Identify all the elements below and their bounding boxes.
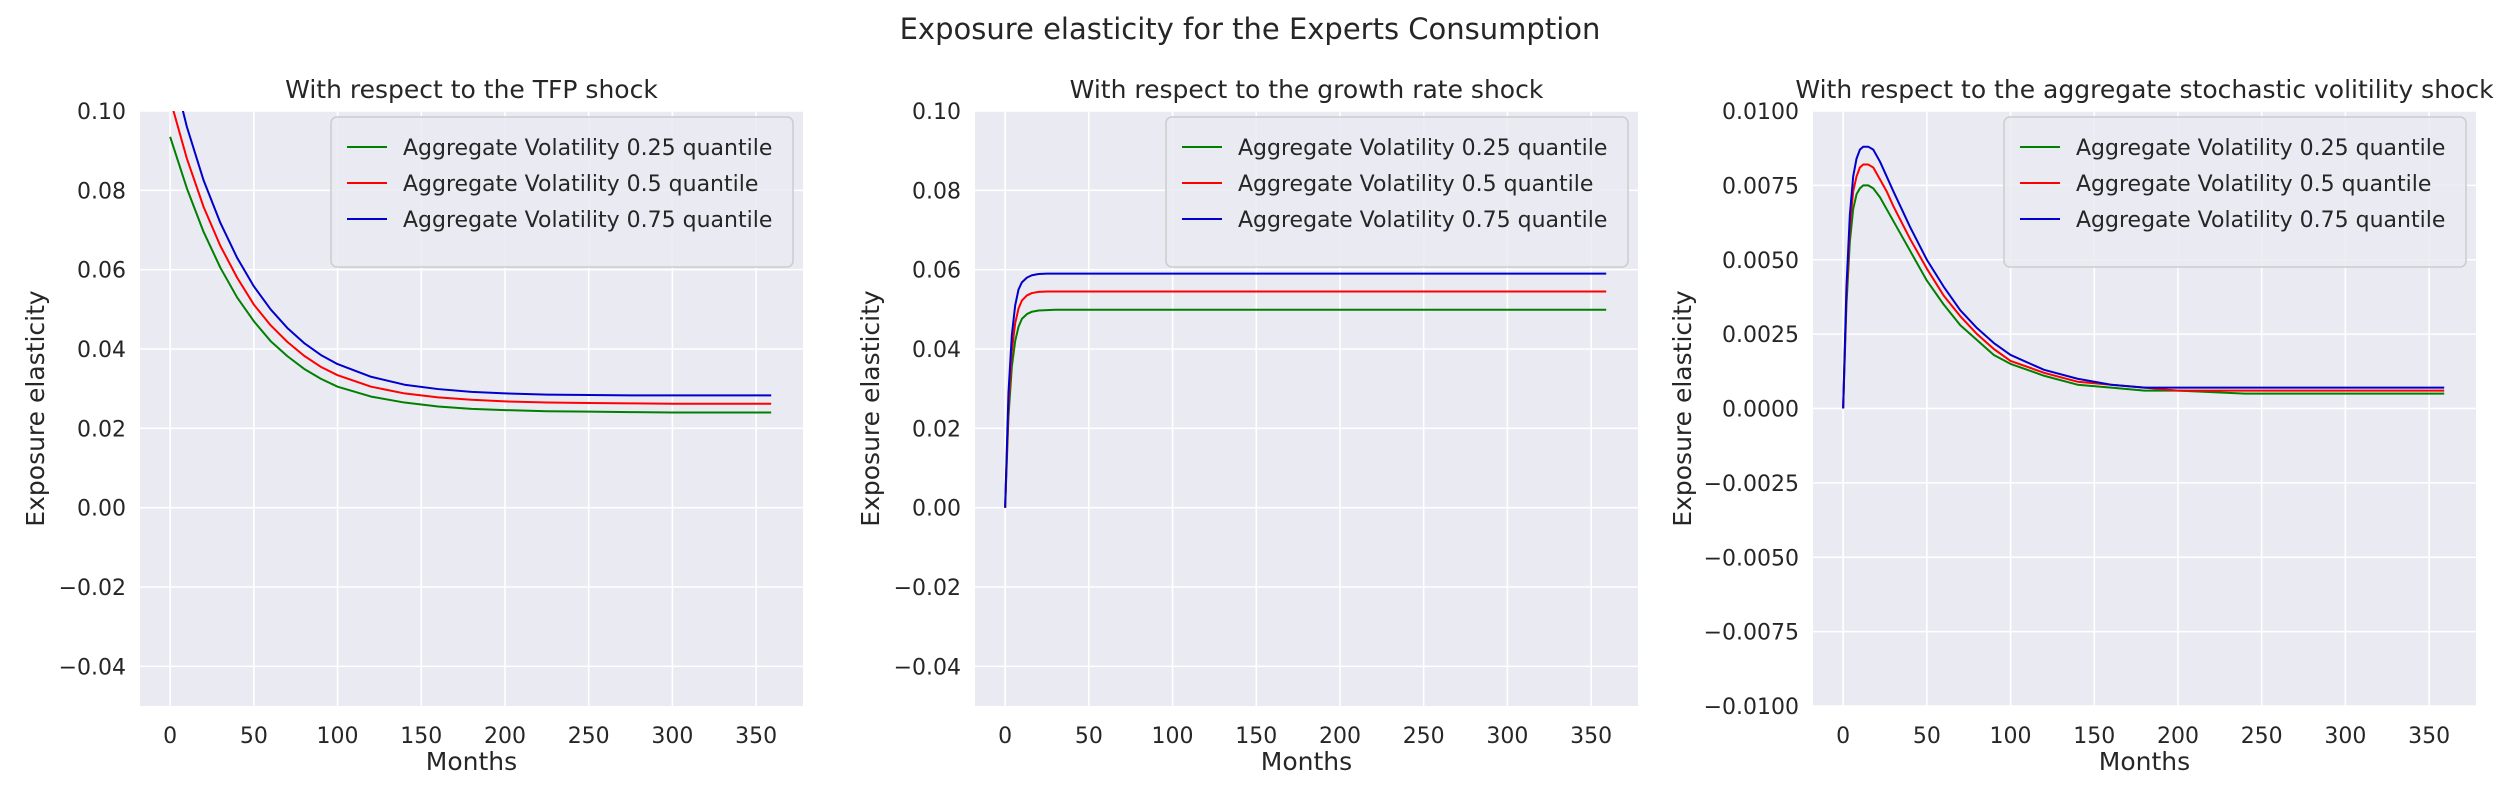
x-tick-label: 0 bbox=[998, 724, 1012, 749]
y-tick-label: −0.0075 bbox=[1704, 621, 1799, 646]
y-tick-label: 0.02 bbox=[77, 417, 126, 442]
x-tick-label: 350 bbox=[1570, 724, 1612, 749]
y-tick-label: 0.04 bbox=[912, 338, 961, 363]
x-tick-label: 200 bbox=[2157, 724, 2199, 749]
legend: Aggregate Volatility 0.25 quantile Aggreg… bbox=[2003, 116, 2467, 268]
legend-label: Aggregate Volatility 0.75 quantile bbox=[403, 208, 772, 233]
y-tick-label: −0.0100 bbox=[1704, 695, 1799, 720]
x-tick-label: 50 bbox=[1913, 724, 1941, 749]
series-line bbox=[1004, 272, 1607, 508]
x-tick-label: 250 bbox=[568, 724, 610, 749]
x-tick-label: 150 bbox=[400, 724, 442, 749]
chart-panel: 0 50 100 150 200 250 300 350 −0.04 −0.02 0.00 0.02 0… bbox=[21, 75, 803, 776]
y-tick-label: 0.00 bbox=[912, 497, 961, 522]
series-group bbox=[1842, 145, 2445, 409]
x-tick-label: 350 bbox=[2408, 724, 2450, 749]
x-tick-label: 300 bbox=[1486, 724, 1528, 749]
legend-label: Aggregate Volatility 0.5 quantile bbox=[2076, 172, 2431, 197]
x-tick-label: 100 bbox=[1152, 724, 1194, 749]
x-tick-label: 250 bbox=[1403, 724, 1445, 749]
legend-label: Aggregate Volatility 0.75 quantile bbox=[1238, 208, 1607, 233]
y-tick-label: 0.0075 bbox=[1722, 174, 1799, 199]
x-tick-label: 150 bbox=[1235, 724, 1277, 749]
legend-label: Aggregate Volatility 0.75 quantile bbox=[2076, 208, 2445, 233]
y-axis-label: Exposure elasticity bbox=[21, 290, 50, 527]
series-line bbox=[1842, 184, 2445, 409]
x-tick-label: 0 bbox=[1836, 724, 1850, 749]
y-tick-label: 0.00 bbox=[77, 497, 126, 522]
series-line bbox=[1004, 308, 1607, 508]
series-line bbox=[172, 111, 772, 405]
legend-label: Aggregate Volatility 0.25 quantile bbox=[1238, 136, 1607, 161]
legend-label: Aggregate Volatility 0.5 quantile bbox=[1238, 172, 1593, 197]
y-tick-label: −0.04 bbox=[59, 655, 126, 680]
y-tick-label: 0.02 bbox=[912, 417, 961, 442]
x-tick-label: 0 bbox=[163, 724, 177, 749]
series-line bbox=[169, 136, 772, 414]
y-tick-label: 0.0050 bbox=[1722, 249, 1799, 274]
chart-panel: 0 50 100 150 200 250 300 350 −0.04 −0.02 0.00 0.02 0… bbox=[856, 75, 1638, 776]
series-group bbox=[169, 111, 772, 414]
x-tick-label: 50 bbox=[240, 724, 268, 749]
y-tick-label: −0.0025 bbox=[1704, 472, 1799, 497]
x-tick-label: 300 bbox=[651, 724, 693, 749]
legend-label: Aggregate Volatility 0.5 quantile bbox=[403, 172, 758, 197]
y-tick-label: −0.02 bbox=[59, 576, 126, 601]
legend-box bbox=[330, 116, 794, 268]
y-axis-label: Exposure elasticity bbox=[856, 290, 885, 527]
x-tick-label: 350 bbox=[735, 724, 777, 749]
x-tick-label: 150 bbox=[2073, 724, 2115, 749]
y-tick-label: 0.08 bbox=[912, 179, 961, 204]
y-tick-label: 0.10 bbox=[77, 100, 126, 125]
legend-box bbox=[1165, 116, 1629, 268]
y-axis-label: Exposure elasticity bbox=[1668, 290, 1697, 527]
legend-label: Aggregate Volatility 0.25 quantile bbox=[403, 136, 772, 161]
y-tick-label: −0.04 bbox=[894, 655, 961, 680]
legend: Aggregate Volatility 0.25 quantile Aggreg… bbox=[330, 116, 794, 268]
series-group bbox=[1004, 272, 1607, 508]
x-axis-label: Months bbox=[2099, 747, 2190, 776]
y-tick-label: 0.04 bbox=[77, 338, 126, 363]
x-tick-label: 200 bbox=[484, 724, 526, 749]
x-tick-label: 100 bbox=[317, 724, 359, 749]
y-tick-label: 0.06 bbox=[77, 259, 126, 284]
y-tick-label: 0.0025 bbox=[1722, 323, 1799, 348]
legend: Aggregate Volatility 0.25 quantile Aggreg… bbox=[1165, 116, 1629, 268]
y-tick-label: 0.06 bbox=[912, 259, 961, 284]
figure-title: Exposure elasticity for the Experts Cons… bbox=[899, 12, 1601, 46]
y-tick-label: 0.0100 bbox=[1722, 100, 1799, 125]
legend-box bbox=[2003, 116, 2467, 268]
x-tick-label: 200 bbox=[1319, 724, 1361, 749]
x-tick-label: 50 bbox=[1075, 724, 1103, 749]
series-line bbox=[1004, 290, 1607, 508]
chart-panel: 0 50 100 150 200 250 300 350 −0.0100 −0.0075 −0.00… bbox=[1668, 75, 2494, 776]
legend-label: Aggregate Volatility 0.25 quantile bbox=[2076, 136, 2445, 161]
y-tick-label: 0.08 bbox=[77, 179, 126, 204]
panel-title: With respect to the TFP shock bbox=[285, 75, 658, 104]
series-line bbox=[1842, 163, 2445, 409]
y-tick-label: −0.02 bbox=[894, 576, 961, 601]
y-tick-label: 0.0000 bbox=[1722, 398, 1799, 423]
x-axis-label: Months bbox=[1261, 747, 1352, 776]
y-tick-label: −0.0050 bbox=[1704, 546, 1799, 571]
x-tick-label: 250 bbox=[2241, 724, 2283, 749]
panel-title: With respect to the aggregate stochastic… bbox=[1795, 75, 2494, 104]
x-axis-label: Months bbox=[426, 747, 517, 776]
x-tick-label: 300 bbox=[2324, 724, 2366, 749]
y-tick-label: 0.10 bbox=[912, 100, 961, 125]
series-line bbox=[181, 111, 772, 397]
x-tick-label: 100 bbox=[1990, 724, 2032, 749]
series-line bbox=[1842, 145, 2445, 409]
panel-title: With respect to the growth rate shock bbox=[1070, 75, 1544, 104]
